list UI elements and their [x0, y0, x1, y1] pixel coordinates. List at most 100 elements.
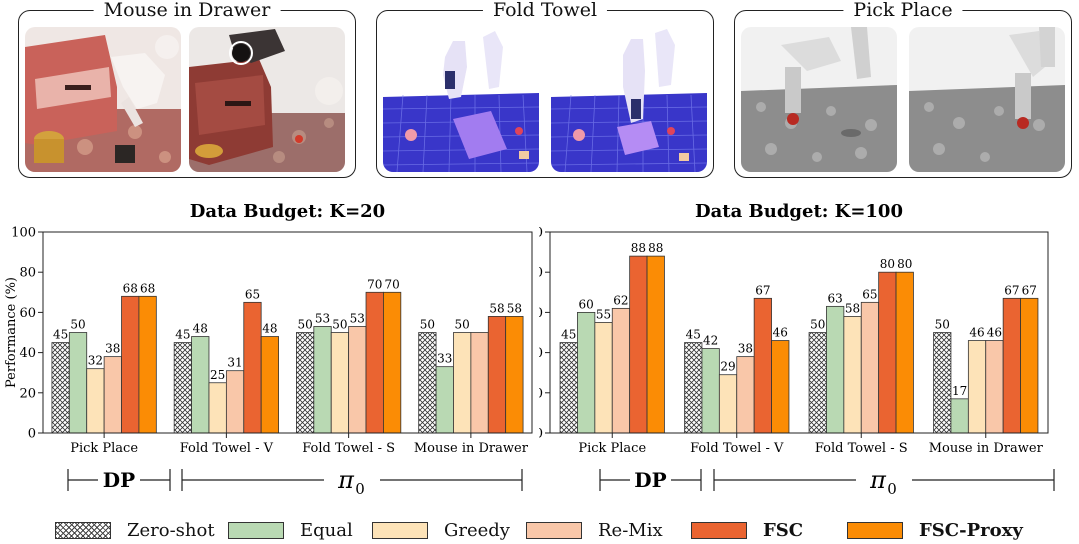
- bar-fsc: [121, 295, 140, 434]
- bar-fsc-proxy: [138, 295, 157, 434]
- dp-group-label: DP: [634, 468, 666, 492]
- pi0-group-label: π: [337, 466, 355, 494]
- data-label: 33: [437, 352, 452, 366]
- bar-remix: [348, 326, 367, 434]
- data-label: 67: [755, 283, 770, 297]
- panel-title-fold-towel: Fold Towel: [482, 0, 608, 21]
- legend-item-equal: Equal: [228, 518, 353, 542]
- panel-pick-place: Pick Place: [734, 0, 1072, 178]
- y-axis-label: Performance (%): [4, 277, 19, 388]
- bar-greedy: [208, 382, 227, 434]
- data-label: 68: [140, 281, 155, 295]
- legend-swatch-fsc: [691, 521, 747, 539]
- data-label: 29: [720, 360, 735, 374]
- bar-fsc-proxy: [505, 316, 524, 434]
- legend-swatch-zero-shot: [55, 521, 111, 539]
- bar-fsc: [243, 301, 262, 434]
- bar-remix: [736, 356, 755, 434]
- bar-fsc-proxy: [1020, 297, 1039, 434]
- bar-greedy: [718, 374, 738, 434]
- panel-title-pick-place: Pick Place: [843, 0, 963, 21]
- legend-item-fsc: FSC: [691, 518, 803, 542]
- data-label: 46: [969, 326, 984, 340]
- data-label: 88: [631, 241, 646, 255]
- mouse-drawer-image-1: [25, 27, 181, 172]
- y-tick-label: 40: [539, 346, 543, 361]
- bar-fsc: [629, 255, 648, 434]
- data-label: 63: [828, 291, 843, 305]
- plot-frame: [42, 231, 533, 434]
- data-label: 38: [738, 342, 753, 356]
- data-label: 50: [332, 318, 347, 332]
- data-label: 65: [245, 287, 260, 301]
- data-label: 50: [455, 318, 470, 332]
- legend-label-equal: Equal: [300, 519, 353, 541]
- bar-fsc-proxy: [383, 291, 402, 434]
- bar-remix: [470, 332, 489, 434]
- bar-fsc: [1002, 297, 1021, 434]
- legend-swatch-fsc-proxy: [847, 521, 903, 539]
- pick-place-image-1: [741, 27, 897, 172]
- data-label: 50: [420, 318, 435, 332]
- x-tick-label: Pick Place: [70, 441, 138, 456]
- data-label: 45: [53, 328, 68, 342]
- panel-title-mouse-in-drawer: Mouse in Drawer: [93, 0, 281, 21]
- legend-swatch-remix: [526, 521, 582, 539]
- bar-equal: [191, 336, 210, 434]
- legend-label-greedy: Greedy: [444, 519, 510, 541]
- data-label: 62: [613, 293, 628, 307]
- panel-mouse-in-drawer: Mouse in Drawer: [18, 0, 356, 178]
- bar-equal: [701, 348, 720, 434]
- legend-label-fsc-proxy: FSC-Proxy: [919, 519, 1023, 541]
- data-label: 53: [350, 311, 365, 325]
- legend-label-fsc: FSC: [763, 519, 804, 541]
- fold-towel-image-2: [551, 27, 707, 172]
- pi0-group-subscript: 0: [355, 480, 365, 498]
- chart-title: Data Budget: K=20: [190, 201, 385, 222]
- x-tick-label: Fold Towel - S: [815, 441, 908, 456]
- bar-fsc: [878, 271, 897, 434]
- bar-equal: [435, 366, 454, 434]
- data-label: 46: [773, 326, 788, 340]
- bar-zero-shot: [559, 342, 578, 434]
- data-label: 42: [703, 334, 718, 348]
- bar-fsc-proxy: [895, 271, 914, 434]
- legend-item-fsc-proxy: FSC-Proxy: [847, 518, 1023, 542]
- data-label: 45: [561, 328, 576, 342]
- dp-group-label: DP: [103, 468, 135, 492]
- data-label: 25: [210, 368, 225, 382]
- y-tick-label: 0: [28, 427, 36, 442]
- data-label: 60: [579, 297, 594, 311]
- bar-zero-shot: [296, 332, 315, 434]
- data-label: 58: [845, 301, 860, 315]
- data-label: 50: [935, 318, 950, 332]
- y-tick-label: 60: [19, 306, 36, 321]
- bar-equal: [950, 398, 969, 434]
- bar-equal: [826, 305, 845, 434]
- data-label: 70: [367, 277, 382, 291]
- bar-greedy: [967, 340, 987, 434]
- y-tick-label: 20: [539, 386, 543, 401]
- legend-label-zero-shot: Zero-shot: [127, 519, 215, 541]
- bar-zero-shot: [933, 332, 952, 434]
- y-tick-label: 60: [539, 306, 543, 321]
- data-label: 53: [315, 311, 330, 325]
- data-label: 80: [897, 257, 912, 271]
- data-label: 50: [810, 318, 825, 332]
- legend-swatch-equal: [228, 521, 284, 539]
- bar-fsc-proxy: [260, 336, 279, 434]
- bar-equal: [68, 332, 88, 434]
- data-label: 50: [70, 318, 85, 332]
- bar-zero-shot: [418, 332, 437, 434]
- fold-towel-image-1: [383, 27, 539, 172]
- bar-fsc: [365, 291, 384, 434]
- data-label: 50: [297, 318, 312, 332]
- x-tick-label: Mouse in Drawer: [414, 441, 529, 456]
- legend: Zero-shot Equal Greedy Re-Mix FSC FSC-Pr…: [55, 518, 1065, 544]
- x-tick-label: Pick Place: [578, 441, 646, 456]
- bar-equal: [313, 326, 332, 434]
- bar-remix: [225, 370, 245, 434]
- pi0-group-label: π: [869, 466, 887, 494]
- data-label: 58: [489, 301, 504, 315]
- data-label: 67: [1004, 283, 1019, 297]
